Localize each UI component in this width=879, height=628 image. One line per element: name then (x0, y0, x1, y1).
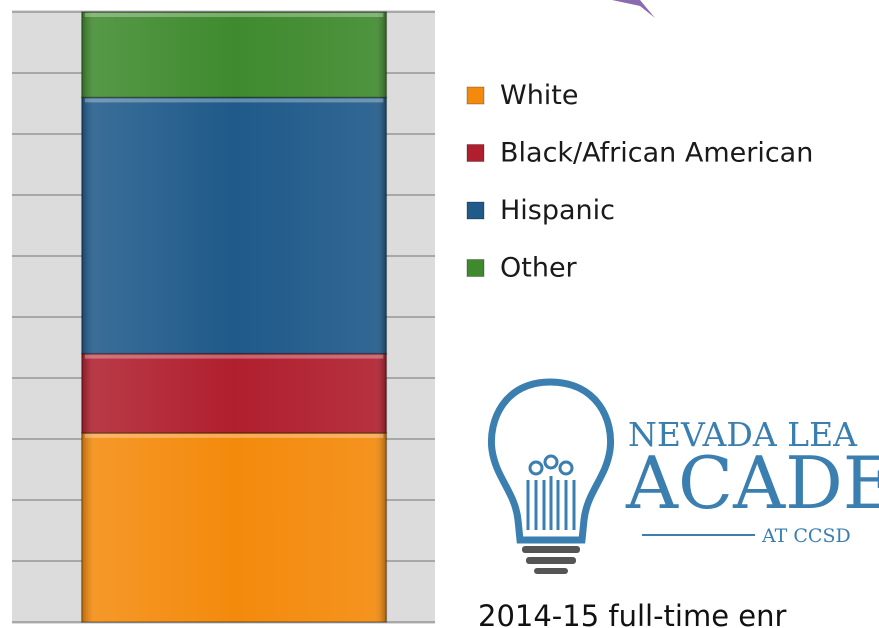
bar-shine (81, 353, 387, 433)
caption: 2014-15 full-time enr (478, 599, 787, 628)
bar-shine (81, 432, 387, 622)
logo: NEVADA LEA ACADE AT CCSD (487, 378, 879, 574)
figure-head (558, 460, 574, 476)
figure-bodies (526, 476, 576, 530)
legend-label: White (500, 80, 579, 111)
bulb-base (526, 557, 576, 564)
figure-head (528, 460, 544, 476)
arrow-fragment (612, 0, 655, 18)
bulb-base (534, 568, 568, 574)
bulb-outline (487, 378, 615, 544)
legend-swatch (466, 144, 485, 162)
bar-highlight (84, 98, 384, 103)
legend-label: Other (500, 253, 578, 284)
logo-line1: NEVADA LEA (628, 415, 858, 454)
legend-label: Black/African American (500, 138, 813, 169)
logo-line3: AT CCSD (761, 525, 851, 547)
legend-swatch (466, 201, 485, 220)
bars (81, 11, 388, 623)
figure-head (543, 454, 559, 470)
legend-swatch (466, 86, 485, 105)
bar-highlight (84, 433, 384, 438)
bulb-base (522, 546, 580, 553)
bar-shine (81, 12, 387, 98)
bar-highlight (84, 354, 384, 359)
logo-line2: ACADE (625, 441, 879, 525)
legend: White Black/African American Hispanic Other (466, 80, 813, 284)
bar-shine (81, 97, 387, 354)
legend-swatch (466, 259, 485, 277)
bar-highlight (84, 13, 384, 17)
legend-label: Hispanic (500, 195, 615, 226)
